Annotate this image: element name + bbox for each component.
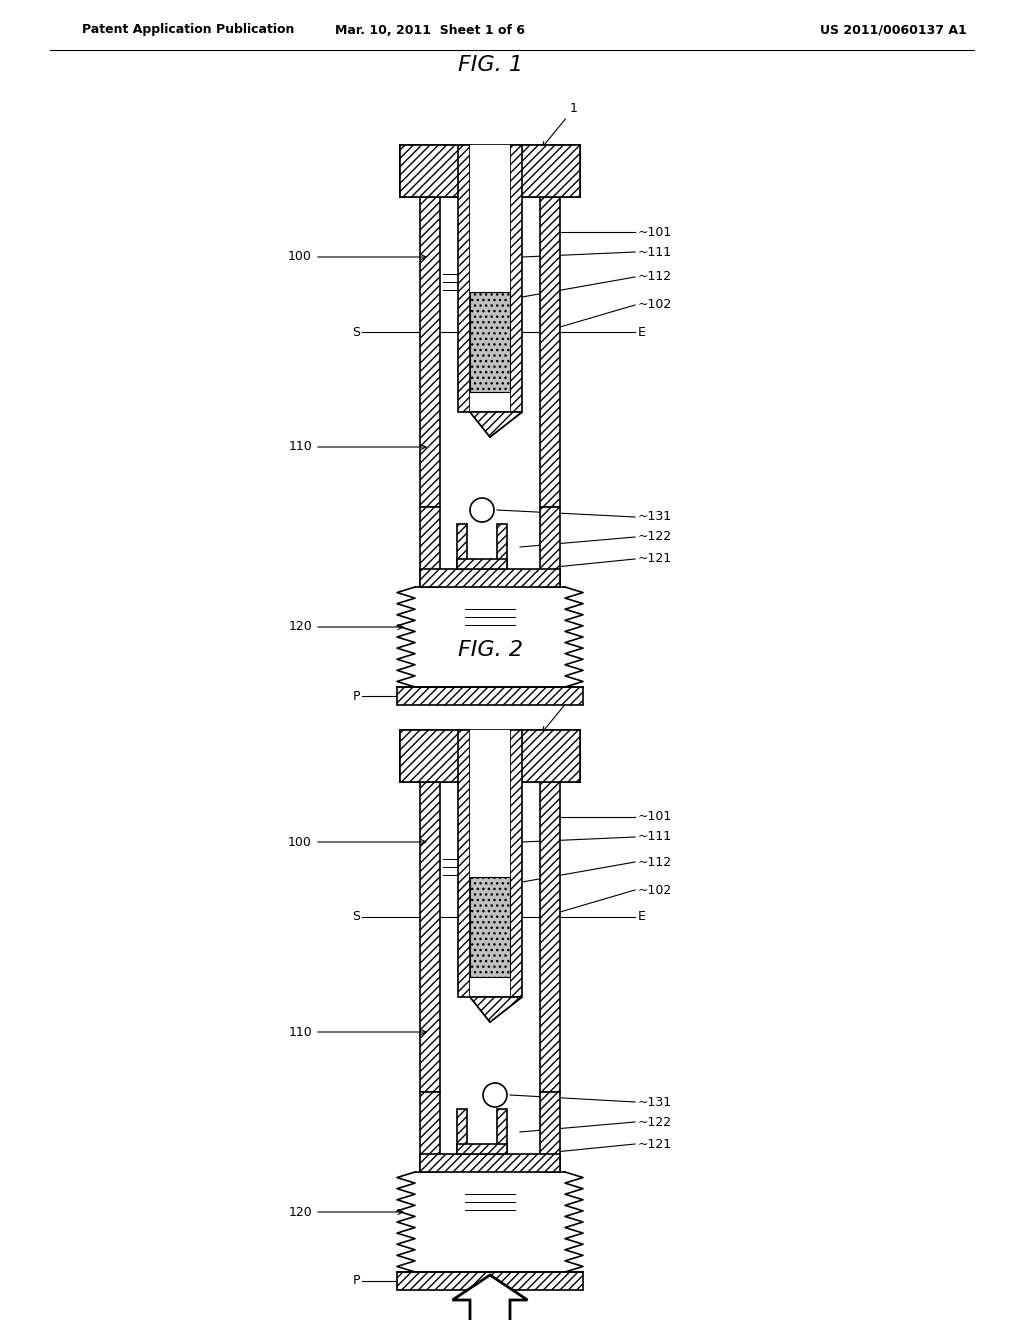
Text: S: S bbox=[352, 326, 360, 338]
Polygon shape bbox=[470, 997, 522, 1022]
Bar bbox=[400, 730, 456, 781]
Text: 1: 1 bbox=[543, 102, 578, 147]
Bar bbox=[497, 524, 507, 569]
Circle shape bbox=[470, 498, 494, 521]
Polygon shape bbox=[470, 412, 522, 437]
Bar bbox=[456, 729, 524, 781]
Bar bbox=[552, 730, 580, 781]
Text: ~112: ~112 bbox=[638, 271, 672, 284]
Text: ~112: ~112 bbox=[638, 855, 672, 869]
Bar bbox=[510, 730, 522, 997]
Bar bbox=[552, 145, 580, 197]
Bar bbox=[420, 1154, 560, 1172]
Bar bbox=[400, 145, 580, 197]
Text: US 2011/0060137 A1: US 2011/0060137 A1 bbox=[820, 24, 967, 37]
Bar bbox=[470, 730, 510, 997]
Bar bbox=[400, 145, 580, 197]
Bar bbox=[420, 1092, 440, 1172]
Text: 100: 100 bbox=[288, 836, 312, 849]
Bar bbox=[524, 145, 580, 197]
Bar bbox=[420, 197, 440, 507]
Text: 110: 110 bbox=[288, 441, 312, 454]
Text: 1: 1 bbox=[543, 686, 578, 731]
Bar bbox=[457, 524, 467, 569]
Bar bbox=[420, 507, 440, 587]
Bar bbox=[400, 145, 456, 197]
Text: S: S bbox=[352, 911, 360, 924]
Bar bbox=[540, 197, 560, 507]
Bar bbox=[470, 292, 510, 392]
Text: ~101: ~101 bbox=[638, 226, 672, 239]
Polygon shape bbox=[470, 412, 522, 437]
Bar bbox=[457, 1144, 507, 1154]
Bar bbox=[470, 145, 510, 412]
Text: E: E bbox=[638, 326, 646, 338]
Text: ~101: ~101 bbox=[638, 810, 672, 824]
Circle shape bbox=[483, 1082, 507, 1107]
Text: ~102: ~102 bbox=[638, 883, 672, 896]
Text: 120: 120 bbox=[288, 620, 312, 634]
Text: P: P bbox=[352, 689, 360, 702]
Text: ~121: ~121 bbox=[638, 553, 672, 565]
Text: ~121: ~121 bbox=[638, 1138, 672, 1151]
Text: E: E bbox=[638, 911, 646, 924]
Bar bbox=[524, 730, 580, 781]
Bar bbox=[540, 507, 560, 587]
Bar bbox=[456, 143, 524, 197]
Bar bbox=[458, 145, 470, 412]
Bar bbox=[457, 558, 507, 569]
Bar bbox=[420, 781, 440, 1092]
Text: ~111: ~111 bbox=[638, 830, 672, 843]
Text: Patent Application Publication: Patent Application Publication bbox=[82, 24, 294, 37]
Bar bbox=[470, 876, 510, 977]
Text: 110: 110 bbox=[288, 1026, 312, 1039]
Bar bbox=[420, 569, 560, 587]
Text: FIG. 1: FIG. 1 bbox=[458, 55, 522, 75]
Bar bbox=[397, 1272, 583, 1290]
Bar bbox=[470, 292, 510, 392]
Text: ~122: ~122 bbox=[638, 531, 672, 544]
Bar bbox=[457, 1109, 467, 1154]
Bar bbox=[540, 1092, 560, 1172]
Bar bbox=[470, 876, 510, 977]
Bar bbox=[400, 730, 580, 781]
Text: ~111: ~111 bbox=[638, 246, 672, 259]
Bar bbox=[458, 730, 470, 997]
Text: 100: 100 bbox=[288, 251, 312, 264]
Text: Mar. 10, 2011  Sheet 1 of 6: Mar. 10, 2011 Sheet 1 of 6 bbox=[335, 24, 525, 37]
Text: ~102: ~102 bbox=[638, 298, 672, 312]
Bar bbox=[400, 730, 580, 781]
Text: ~122: ~122 bbox=[638, 1115, 672, 1129]
Bar bbox=[497, 1109, 507, 1154]
FancyArrow shape bbox=[453, 1275, 527, 1320]
Bar bbox=[540, 781, 560, 1092]
Text: ~131: ~131 bbox=[638, 511, 672, 524]
Text: P: P bbox=[352, 1275, 360, 1287]
Text: FIG. 2: FIG. 2 bbox=[458, 640, 522, 660]
Text: ~131: ~131 bbox=[638, 1096, 672, 1109]
Text: 120: 120 bbox=[288, 1205, 312, 1218]
Bar bbox=[510, 145, 522, 412]
Bar bbox=[400, 730, 428, 781]
Bar bbox=[400, 145, 428, 197]
Polygon shape bbox=[470, 997, 522, 1022]
Bar bbox=[397, 686, 583, 705]
